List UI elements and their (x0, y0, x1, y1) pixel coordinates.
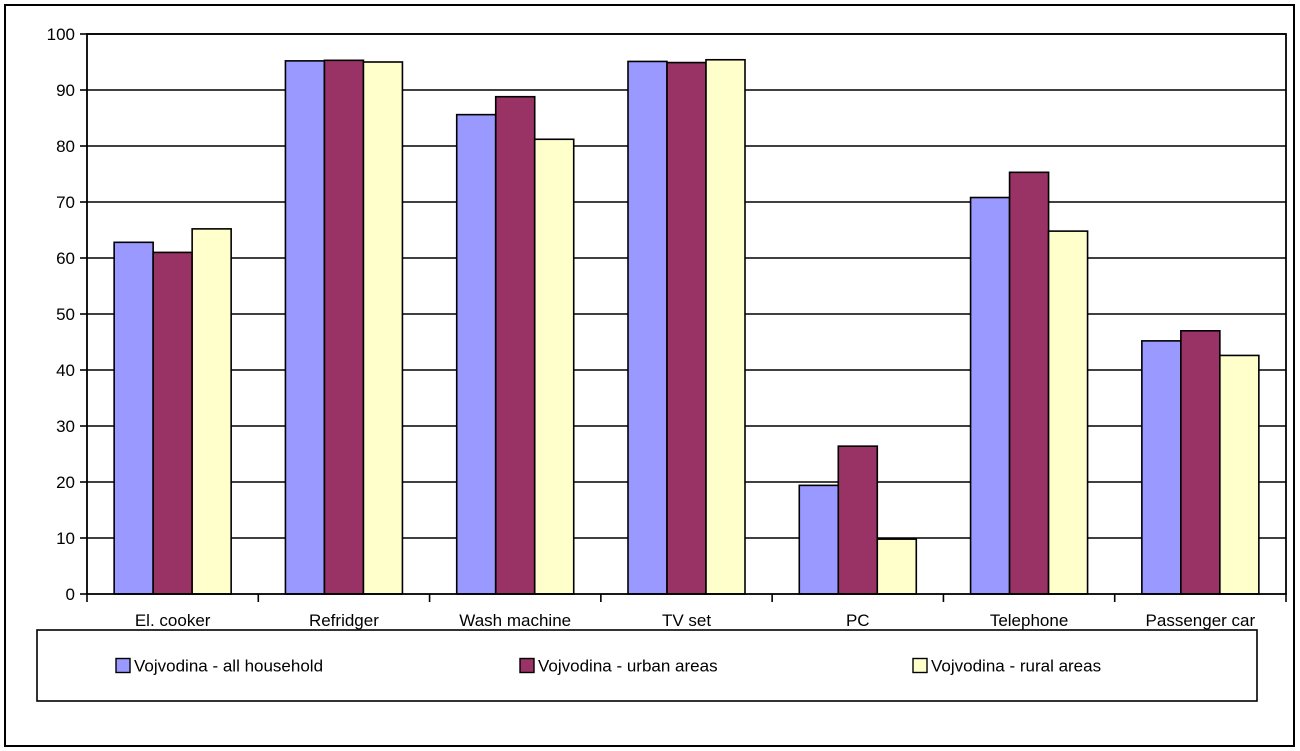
x-tick-label: TV set (662, 611, 711, 630)
y-tick-label: 10 (56, 529, 75, 548)
legend: Vojvodina - all household Vojvodina - urb… (36, 629, 1258, 702)
y-tick-label: 70 (56, 193, 75, 212)
bar-5-2 (837, 445, 879, 595)
bar-3-1 (455, 113, 497, 595)
bar-3-2 (494, 95, 536, 595)
y-tick-label: 100 (47, 25, 75, 44)
bar-2-1 (284, 60, 326, 595)
x-tick-label: Refridger (309, 611, 379, 630)
legend-swatch-1 (115, 657, 131, 674)
bar-4-3 (705, 58, 746, 595)
y-tick-label: 0 (66, 585, 75, 604)
y-tick-label: 30 (56, 417, 75, 436)
axes: 0 10 20 30 40 50 60 70 80 90 100 El. cooker Refridge… (47, 25, 1287, 630)
bar-6-1 (969, 196, 1011, 595)
bar-3-3 (533, 138, 575, 595)
bar-7-3 (1219, 354, 1260, 595)
bar-4-1 (627, 60, 668, 595)
bar-1-1 (113, 241, 154, 595)
y-tick-label: 50 (56, 305, 75, 324)
plot-border (86, 33, 1287, 595)
bar-2-2 (323, 59, 365, 595)
y-tick-label: 90 (56, 81, 75, 100)
y-tick-label: 60 (56, 249, 75, 268)
x-tick-label: Passenger car (1146, 611, 1256, 630)
y-tick-label: 80 (56, 137, 75, 156)
bar-6-3 (1047, 230, 1089, 595)
legend-label-2: Vojvodina - urban areas (538, 657, 718, 676)
x-tick-label: PC (846, 611, 870, 630)
bar-1-3 (191, 228, 232, 595)
bar-5-1 (798, 484, 840, 595)
legend-box (36, 629, 1258, 702)
bar-7-2 (1180, 329, 1221, 595)
y-tick-label: 40 (56, 361, 75, 380)
legend-label-1: Vojvodina - all household (134, 657, 323, 676)
bars (113, 58, 1260, 595)
bar-5-3 (876, 538, 918, 595)
bar-1-2 (152, 251, 193, 595)
bar-4-2 (666, 61, 707, 595)
x-tick-label: Wash machine (459, 611, 571, 630)
bar-6-2 (1008, 171, 1050, 595)
x-tick-label: Telephone (990, 611, 1068, 630)
legend-swatch-2 (519, 657, 535, 674)
y-tick-label: 20 (56, 473, 75, 492)
legend-label-3: Vojvodina - rural areas (931, 657, 1101, 676)
legend-swatch-3 (912, 657, 928, 674)
bar-2-3 (362, 61, 404, 595)
bar-7-1 (1141, 340, 1182, 595)
x-tick-label: El. cooker (135, 611, 211, 630)
